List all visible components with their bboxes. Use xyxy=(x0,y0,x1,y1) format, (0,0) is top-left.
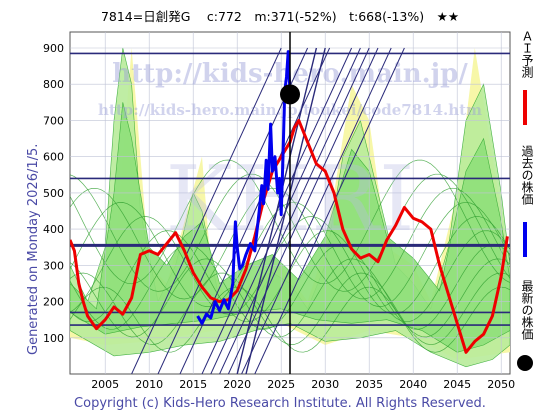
x-tick-label: 2050 xyxy=(487,378,515,391)
past-price-line xyxy=(196,50,292,325)
x-tick-label: 2025 xyxy=(267,378,295,391)
trend-line xyxy=(254,47,405,374)
markers xyxy=(280,32,300,374)
trend-line xyxy=(236,47,318,374)
copyright: Copyright (c) Kids-Hero Research Institu… xyxy=(74,396,486,411)
y-axis-ticks: 100 200 300 400 500 600 700 800 900 xyxy=(43,42,64,345)
x-tick-label: 2030 xyxy=(311,378,339,391)
trend-line xyxy=(227,47,379,374)
y-tick-label: 300 xyxy=(43,259,64,272)
y-tick-label: 200 xyxy=(43,296,64,309)
latest-price-dot xyxy=(280,84,300,105)
y-tick-label: 700 xyxy=(43,114,64,127)
x-tick-label: 2015 xyxy=(179,378,207,391)
legend-past-label: 過去の株価 xyxy=(520,145,534,205)
trend-lines xyxy=(131,47,405,374)
y-tick-label: 900 xyxy=(43,42,64,55)
legend-latest-dot xyxy=(517,355,533,371)
x-axis-ticks: 2005 2010 2015 2020 2025 2030 2035 2040 2045 2050 xyxy=(91,378,515,391)
trend-line xyxy=(245,47,326,374)
trend-line xyxy=(157,47,309,374)
legend-past-swatch xyxy=(523,222,527,257)
y-tick-label: 600 xyxy=(43,151,64,164)
legend-ai-swatch xyxy=(523,90,527,125)
y-tick-label: 400 xyxy=(43,223,64,236)
x-tick-label: 2035 xyxy=(355,378,383,391)
y-tick-label: 800 xyxy=(43,78,64,91)
trend-line xyxy=(131,47,282,374)
x-tick-label: 2020 xyxy=(223,378,251,391)
chart-title: 7814=日創発G c:772 m:371(-52%) t:668(-13%) … xyxy=(100,9,460,24)
generated-date: Generated on Monday 2026/1/5. xyxy=(26,143,41,355)
x-tick-label: 2010 xyxy=(135,378,163,391)
trend-line xyxy=(219,47,370,374)
legend-ai-label: ＡＩ予測 xyxy=(520,30,534,78)
y-tick-label: 500 xyxy=(43,187,64,200)
x-tick-label: 2045 xyxy=(443,378,471,391)
x-tick-label: 2005 xyxy=(91,378,119,391)
trend-line xyxy=(241,47,392,374)
y-tick-label: 100 xyxy=(43,332,64,345)
legend-latest-label: 最新の株価 xyxy=(520,280,534,340)
x-tick-label: 2040 xyxy=(399,378,427,391)
